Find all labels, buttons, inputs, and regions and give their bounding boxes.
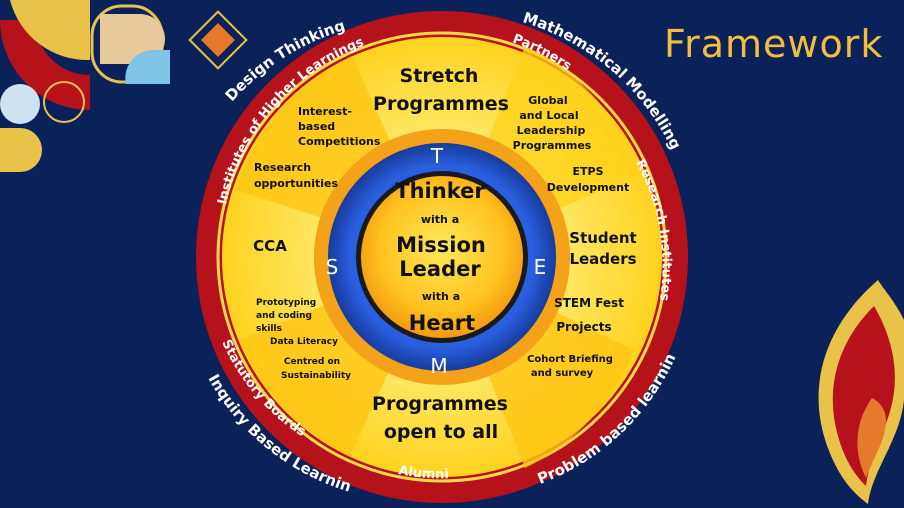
center-labels: Thinker with a Mission Leader with a Hea… <box>395 179 486 335</box>
center-with-a-1: with a <box>421 213 459 226</box>
programmes-open-line1: Programmes <box>372 393 508 415</box>
global-line2: and Local <box>519 109 578 122</box>
research-opps-line1: Research <box>254 161 311 174</box>
center-leader: Leader <box>399 257 481 281</box>
student-leaders-line2: Leaders <box>569 250 636 268</box>
programmes-open-line2: open to all <box>384 421 498 443</box>
center-heart: Heart <box>409 311 475 335</box>
center-mission: Mission <box>396 233 486 257</box>
stem-letter-s: S <box>326 255 339 279</box>
stretch-line2: Programmes <box>373 93 509 115</box>
flame-logo <box>818 280 904 504</box>
cohort-line2: and survey <box>531 368 594 379</box>
stem-letter-e: E <box>534 255 547 279</box>
segment-labels: Stretch Programmes Global and Local Lead… <box>253 65 637 443</box>
decorative-shapes <box>0 0 248 172</box>
prototyping-line1: Prototyping <box>256 298 316 308</box>
cca-label: CCA <box>253 237 287 255</box>
prototyping-line2: and coding <box>256 311 312 321</box>
label-alumni: Alumni <box>397 463 449 482</box>
slide-title: Framework <box>664 22 884 66</box>
competitions-line1: Interest- <box>298 105 352 118</box>
center-with-a-2: with a <box>422 290 460 303</box>
stem-fest-line2: Projects <box>556 320 611 334</box>
stem-letter-t: T <box>430 144 444 168</box>
stem-fest-line1: STEM Fest <box>554 296 624 310</box>
global-line4: Programmes <box>513 139 592 152</box>
research-opps-line2: opportunities <box>254 177 338 190</box>
global-line1: Global <box>528 94 567 107</box>
stem-letters: T S E M <box>326 144 547 378</box>
prototyping-line3: skills <box>256 324 282 334</box>
global-line3: Leadership <box>517 124 586 137</box>
center-thinker: Thinker <box>395 179 485 203</box>
etps-line2: Development <box>547 181 629 194</box>
etps-line1: ETPS <box>572 165 603 178</box>
cohort-line1: Cohort Briefing <box>527 354 613 365</box>
stretch-line1: Stretch <box>400 65 479 87</box>
center-core <box>361 176 523 338</box>
competitions-line3: Competitions <box>298 135 381 148</box>
data-literacy: Data Literacy <box>270 337 338 347</box>
inner-gold-line <box>216 31 668 483</box>
stem-letter-m: M <box>430 354 447 378</box>
sustainability-line2: Sustainability <box>281 371 351 381</box>
competitions-line2: based <box>298 120 335 133</box>
sustainability-line1: Centred on <box>284 357 340 367</box>
student-leaders-line1: Student <box>569 229 636 247</box>
